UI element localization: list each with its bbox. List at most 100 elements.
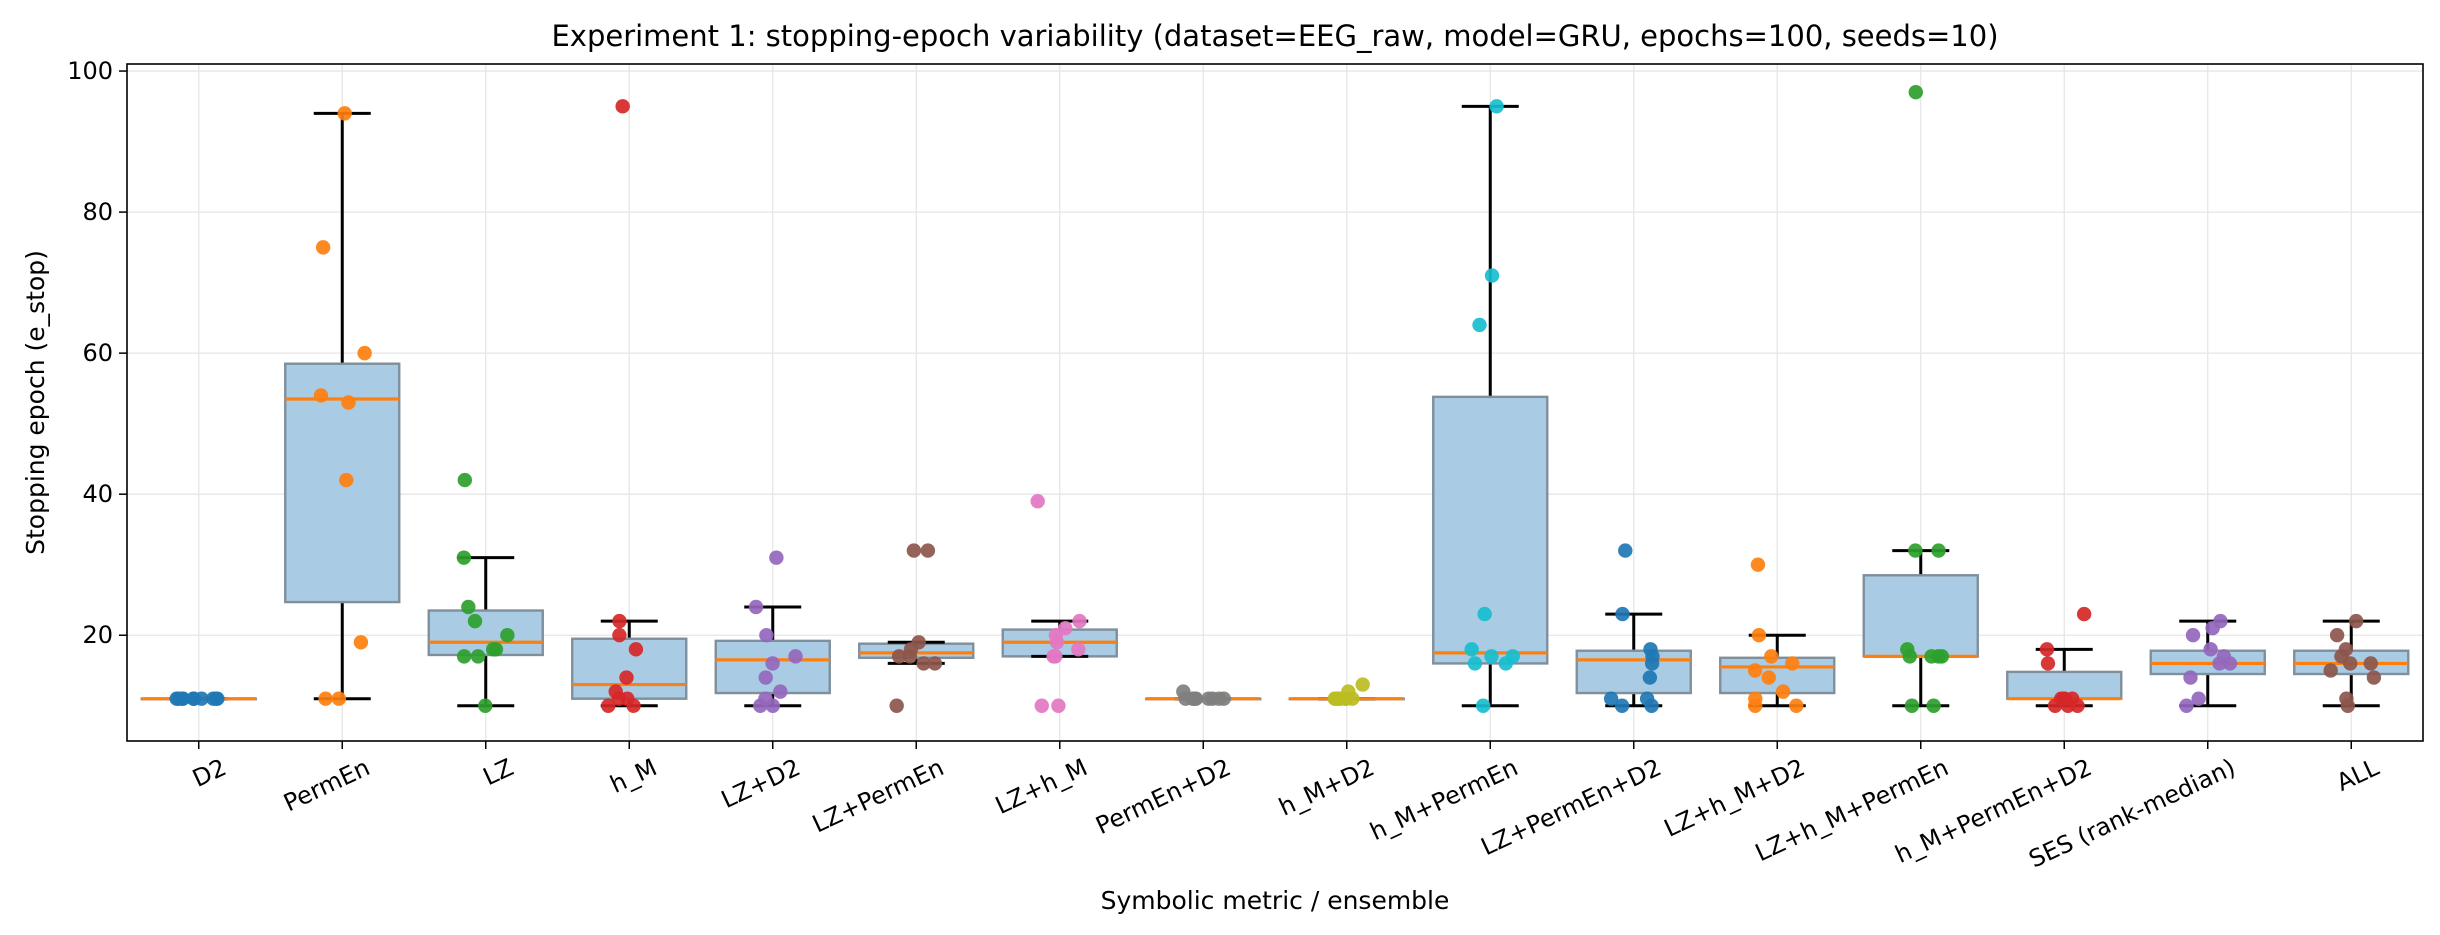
- data-point: [2329, 628, 2345, 643]
- data-point: [626, 698, 641, 713]
- data-point: [927, 656, 943, 671]
- data-point: [2185, 628, 2201, 643]
- data-point: [318, 691, 333, 706]
- data-point: [902, 649, 918, 664]
- y-tick-label: 80: [82, 198, 113, 226]
- data-point: [206, 691, 221, 706]
- data-point: [1614, 698, 1630, 713]
- data-point: [788, 649, 803, 664]
- x-tick-label: ALL: [2332, 753, 2384, 797]
- data-point: [2212, 656, 2227, 671]
- data-point: [2040, 656, 2056, 671]
- x-tick-label: LZ: [479, 753, 518, 791]
- x-tick-label: h_M+D2: [1275, 753, 1379, 821]
- box-lz-permen-d2: [1575, 612, 1692, 708]
- data-point: [615, 99, 630, 114]
- data-point: [1484, 268, 1500, 283]
- data-point: [1908, 85, 1923, 100]
- data-point: [1642, 670, 1658, 685]
- x-tick-label: LZ+D2: [717, 753, 805, 814]
- data-point: [313, 388, 329, 403]
- x-tick-label: PermEn+D2: [1091, 753, 1235, 840]
- data-point: [1931, 543, 1946, 558]
- data-point: [2222, 656, 2238, 671]
- data-point: [1934, 649, 1950, 664]
- iqr-box: [1432, 395, 1549, 665]
- data-point: [1908, 543, 1923, 558]
- data-point: [601, 698, 616, 713]
- data-point: [1751, 628, 1767, 643]
- x-tick-label: D2: [188, 753, 230, 793]
- boxes: [140, 104, 2410, 708]
- data-point: [1472, 317, 1487, 333]
- iqr-box: [1575, 649, 1692, 695]
- data-point: [2348, 613, 2364, 629]
- data-point: [769, 550, 784, 565]
- data-point: [186, 691, 201, 706]
- data-point: [765, 698, 780, 713]
- data-point: [891, 649, 907, 664]
- box-lz-h-m-permen: [1862, 549, 1979, 708]
- data-point: [1615, 606, 1630, 622]
- data-point: [1618, 543, 1633, 558]
- data-points: [169, 85, 2382, 713]
- data-point: [1644, 656, 1660, 671]
- data-point: [1489, 99, 1504, 114]
- data-point: [2191, 691, 2206, 706]
- data-point: [461, 599, 476, 615]
- data-point: [1071, 642, 1086, 657]
- data-point: [1467, 656, 1483, 671]
- data-point: [1761, 670, 1776, 685]
- data-point: [337, 106, 352, 121]
- data-point: [1484, 649, 1499, 664]
- box-ses-rank-median-: [2149, 619, 2266, 708]
- data-point: [1464, 642, 1479, 657]
- data-point: [331, 691, 347, 706]
- data-point: [1747, 663, 1763, 678]
- data-point: [619, 670, 634, 685]
- data-point: [357, 345, 372, 361]
- data-point: [2205, 620, 2220, 636]
- x-axis-title: Symbolic metric / ensemble: [1101, 886, 1450, 915]
- plot-frame: [126, 63, 2424, 742]
- data-point: [2076, 606, 2092, 622]
- data-point: [1789, 698, 1804, 713]
- data-point: [1603, 691, 1619, 706]
- data-point: [1178, 691, 1193, 706]
- data-point: [2340, 698, 2356, 713]
- iqr-box: [427, 609, 544, 657]
- data-point: [1775, 684, 1791, 699]
- data-point: [1926, 698, 1941, 713]
- data-point: [916, 656, 931, 671]
- data-point: [765, 656, 780, 671]
- data-point: [353, 635, 369, 650]
- data-point: [2070, 698, 2085, 713]
- data-point: [2183, 670, 2198, 685]
- data-point: [470, 649, 486, 664]
- box-h-m-permen: [1432, 104, 1549, 708]
- data-point: [628, 642, 644, 657]
- data-point: [1764, 649, 1779, 664]
- data-point: [169, 691, 184, 706]
- y-tick-label: 40: [82, 480, 113, 508]
- y-tick-label: 60: [82, 339, 113, 367]
- data-point: [1477, 606, 1492, 622]
- data-point: [2343, 656, 2358, 671]
- data-point: [1051, 698, 1066, 713]
- data-point: [339, 472, 354, 488]
- data-point: [758, 670, 773, 685]
- data-point: [1046, 649, 1061, 664]
- data-point: [1072, 613, 1087, 629]
- data-point: [1924, 649, 1939, 664]
- x-tick-label: h_M: [606, 753, 661, 799]
- x-tick-label: LZ+h_M: [991, 753, 1092, 820]
- data-point: [456, 550, 472, 565]
- box-lz: [427, 556, 544, 708]
- data-point: [1327, 691, 1343, 706]
- x-tick-label: PermEn: [279, 753, 374, 817]
- data-point: [2323, 663, 2338, 678]
- data-point: [759, 628, 774, 643]
- data-point: [612, 613, 627, 629]
- data-point: [1902, 649, 1917, 664]
